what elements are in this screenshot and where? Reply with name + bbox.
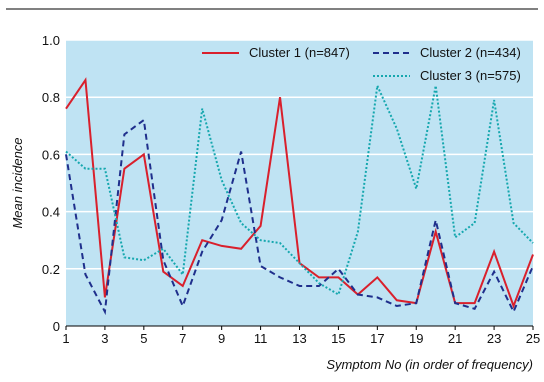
y-tick-label: 0.6	[42, 147, 60, 162]
y-tick-label: 0	[53, 319, 60, 334]
legend-label-3: Cluster 3 (n=575)	[420, 68, 521, 83]
legend: Cluster 1 (n=847) Cluster 2 (n=434) Cluste…	[202, 45, 521, 83]
legend-label-2: Cluster 2 (n=434)	[420, 45, 521, 60]
x-tick-label: 1	[62, 331, 69, 346]
x-tick-label: 25	[526, 331, 540, 346]
y-axis-title: Mean incidence	[10, 137, 25, 228]
x-tick-label: 13	[292, 331, 306, 346]
x-tick-label: 3	[101, 331, 108, 346]
plot-background	[66, 40, 533, 326]
y-axis-tick-labels: 0 0.2 0.4 0.6 0.8 1.0	[42, 33, 60, 334]
series-lines	[65, 77, 534, 316]
y-tick-label: 0.2	[42, 262, 60, 277]
x-axis-title: Symptom No (in order of frequency)	[326, 357, 533, 372]
series-line-3	[65, 82, 534, 297]
y-tick-label: 0.8	[42, 90, 60, 105]
series-line-2	[65, 118, 534, 316]
x-tick-label: 7	[179, 331, 186, 346]
x-tick-label: 9	[218, 331, 225, 346]
y-tick-label: 0.4	[42, 205, 60, 220]
legend-label-1: Cluster 1 (n=847)	[249, 45, 350, 60]
x-tick-label: 21	[448, 331, 462, 346]
x-tick-label: 19	[409, 331, 423, 346]
x-axis-tick-labels: 1 3 5 7 9 11 13 15 17 19 21 23 25	[62, 326, 540, 346]
y-tick-label: 1.0	[42, 33, 60, 48]
x-tick-label: 15	[331, 331, 345, 346]
x-tick-label: 5	[140, 331, 147, 346]
x-tick-label: 11	[254, 331, 268, 346]
x-tick-label: 23	[487, 331, 501, 346]
x-tick-label: 17	[370, 331, 384, 346]
